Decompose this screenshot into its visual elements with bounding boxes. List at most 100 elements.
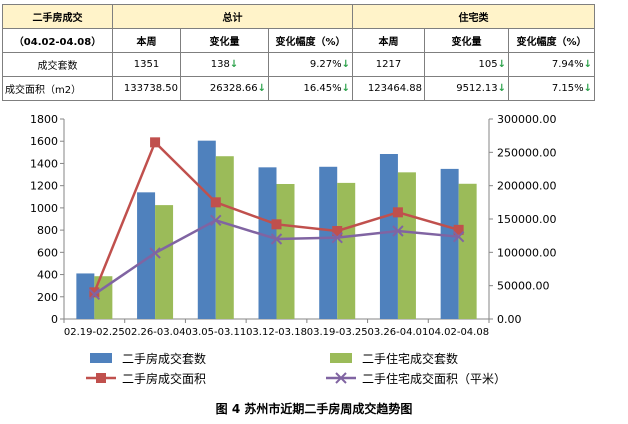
marker-stroke [210, 214, 222, 227]
marker-stroke [88, 288, 101, 301]
bar [458, 183, 477, 319]
row-label: 成交面积（m2） [2, 76, 113, 101]
cell-value: 133738.50 [112, 76, 181, 101]
left-tick-label: 1400 [30, 157, 58, 170]
right-tick-label: 150000.00 [497, 213, 557, 226]
cell-value: 1217 [352, 52, 425, 77]
left-tick-label: 1600 [30, 135, 58, 148]
right-tick-label: 0.00 [497, 313, 522, 326]
x-tick-label: 04.02-04.08 [428, 327, 489, 338]
col-this-week: 本周 [112, 28, 181, 53]
right-tick-label: 50000.00 [497, 280, 550, 293]
point-marker [89, 287, 100, 298]
point-marker [270, 233, 283, 245]
marker-stroke [392, 225, 404, 237]
group-residential-header: 住宅类 [352, 4, 595, 29]
point-marker [149, 247, 161, 259]
table-row: 成交面积（m2） 133738.50 26328.66↓ 16.45%↓ 123… [2, 76, 595, 101]
bar [379, 154, 398, 319]
cell-change: 9512.13↓ [424, 76, 509, 101]
bar [137, 192, 156, 319]
left-tick-label: 1000 [30, 202, 58, 215]
bar [197, 140, 216, 319]
legend-marker [96, 373, 106, 383]
left-tick-label: 400 [37, 269, 58, 282]
bar [76, 273, 95, 319]
left-tick-label: 1800 [30, 113, 58, 126]
down-arrow-icon: ↓ [229, 59, 239, 70]
legend-label: 二手房成交面积 [122, 371, 206, 386]
bar [440, 168, 459, 319]
legend-item: 二手住宅成交套数 [330, 351, 458, 366]
cell-pct: 9.27%↓ [268, 52, 353, 77]
col-change: 变化量 [424, 28, 509, 53]
legend-item: 二手房成交面积 [86, 371, 206, 386]
point-marker [331, 231, 343, 244]
point-marker [453, 224, 464, 235]
legend-label: 二手房成交套数 [122, 351, 206, 366]
legend-swatch [90, 353, 112, 363]
right-tick-label: 100000.00 [497, 246, 557, 259]
x-tick-label: 03.26-04.01 [367, 327, 428, 338]
table-row: 成交套数 1351 138↓ 9.27%↓ 1217 105↓ 7.94%↓ [2, 52, 595, 77]
legend-label: 二手住宅成交套数 [362, 351, 458, 366]
bar [94, 276, 113, 319]
weekly-transaction-chart: 0 200 400 600 800 1000 1200 1400 1600 1800 0.00 500… [30, 113, 557, 386]
left-tick-label: 600 [37, 246, 58, 259]
bar [155, 205, 174, 319]
figure-caption: 图 4 苏州市近期二手房周成交趋势图 [215, 402, 413, 416]
table-subheader-row: （04.02-04.08） 本周 变化量 变化幅度（%） 本周 变化量 变化幅度… [2, 28, 595, 53]
left-tick-label: 1200 [30, 180, 58, 193]
table-header-row: 二手房成交 总计 住宅类 [2, 4, 595, 29]
down-arrow-icon: ↓ [497, 83, 506, 94]
down-arrow-icon: ↓ [341, 59, 350, 70]
legend-item: 二手房成交套数 [90, 351, 206, 366]
cell-value: 1351 [112, 52, 181, 77]
point-marker [271, 219, 282, 230]
row-label: 成交套数 [2, 52, 113, 77]
cell-pct: 7.94%↓ [508, 52, 595, 77]
group-total-header: 总计 [112, 4, 353, 29]
chart-bars [76, 140, 477, 319]
bar [337, 182, 356, 319]
legend-marker [335, 372, 347, 384]
x-tick-label: 02.19-02.25 [64, 327, 125, 338]
cell-value: 123464.88 [352, 76, 425, 101]
bar [215, 156, 234, 319]
point-marker [88, 288, 101, 301]
down-arrow-icon: ↓ [341, 83, 350, 94]
cell-change: 105↓ [424, 52, 509, 77]
marker-stroke [452, 230, 465, 243]
point-marker [150, 137, 161, 148]
down-arrow-icon: ↓ [583, 59, 592, 70]
point-marker [332, 226, 343, 236]
right-tick-label: 200000.00 [497, 180, 557, 193]
left-tick-label: 800 [37, 224, 58, 237]
right-tick-label: 250000.00 [497, 146, 557, 159]
x-tick-label: 03.12-03.18 [246, 327, 307, 338]
bar [276, 184, 295, 319]
down-arrow-icon: ↓ [583, 83, 592, 94]
cell-change: 26328.66↓ [180, 76, 269, 101]
point-marker [392, 207, 403, 218]
col-change: 变化量 [180, 28, 269, 53]
x-tick-label: 03.05-03.11 [185, 327, 246, 338]
marker-stroke [149, 247, 161, 259]
bar [397, 172, 416, 319]
cell-pct: 7.15%↓ [508, 76, 595, 101]
x-tick-label: 02.26-03.04 [125, 327, 186, 338]
cell-change: 138↓ [180, 52, 269, 77]
chart-lines [88, 137, 465, 301]
x-tick-label: 03.19-03.25 [307, 327, 368, 338]
point-marker [210, 197, 221, 208]
col-this-week: 本周 [352, 28, 425, 53]
down-arrow-icon: ↓ [257, 83, 266, 94]
col-change-pct: 变化幅度（%） [268, 28, 353, 53]
down-arrow-icon: ↓ [497, 59, 506, 70]
left-tick-label: 0 [51, 313, 58, 326]
marker-stroke [331, 231, 343, 244]
point-marker [452, 230, 465, 243]
table-title: 二手房成交 [2, 4, 113, 29]
